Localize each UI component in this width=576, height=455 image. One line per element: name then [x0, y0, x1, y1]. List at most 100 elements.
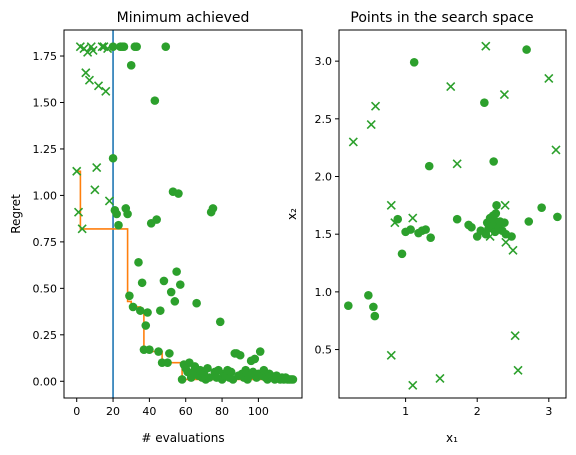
scatter-cross	[90, 185, 100, 195]
scatter-dot	[522, 45, 531, 54]
scatter-dot	[163, 358, 172, 367]
scatter-dot	[208, 204, 218, 213]
y-tick-label: 1.0	[315, 286, 333, 299]
scatter-dot	[250, 354, 260, 364]
scatter-cross	[73, 207, 84, 217]
scatter-dot	[409, 58, 419, 67]
x-tick-label: 3	[545, 405, 552, 418]
scatter-cross	[101, 86, 111, 96]
scatter-dot	[369, 302, 378, 312]
y-tick-label: 2.0	[315, 171, 333, 184]
scatter-dot	[172, 267, 181, 276]
x-tick-label: 1	[402, 405, 409, 418]
scatter-cross	[508, 245, 518, 255]
scatter-cross	[481, 41, 491, 51]
scatter-dot	[134, 258, 143, 267]
scatter-dot	[500, 218, 509, 227]
scatter-dot	[112, 209, 121, 219]
scatter-cross	[93, 81, 104, 91]
scatter-dot	[174, 189, 183, 198]
scatter-dot	[108, 153, 118, 163]
scatter-dot	[123, 209, 132, 219]
x-tick-label: 0	[73, 405, 80, 418]
scatter-dot	[489, 157, 498, 166]
scatter-dot	[492, 201, 501, 210]
scatter-dot	[166, 287, 176, 297]
x-tick-label: 60	[179, 405, 193, 418]
chart-title: Minimum achieved	[117, 10, 250, 26]
scatter-cross	[92, 162, 102, 173]
scatter-dot	[205, 373, 214, 382]
scatter-cross	[408, 380, 418, 390]
scatter-dot	[406, 225, 415, 234]
plot-frame	[63, 29, 303, 399]
scatter-dot	[175, 280, 185, 289]
y-tick-label: 3.0	[315, 55, 333, 68]
scatter-dot	[161, 42, 171, 52]
scatter-dot	[226, 367, 236, 377]
scatter-cross	[366, 120, 376, 130]
scatter-dot	[141, 321, 151, 330]
scatter-dot	[192, 298, 201, 308]
scatter-dot	[170, 297, 180, 306]
y-tick-label: 1.50	[33, 96, 58, 109]
chart-title: Points in the search space	[350, 10, 533, 26]
scatter-dot	[370, 311, 380, 321]
scatter-cross	[84, 75, 95, 85]
scatter-dot	[421, 225, 430, 234]
y-tick-label: 0.25	[33, 329, 58, 342]
x-tick-label: 100	[248, 405, 269, 418]
scatter-cross	[77, 224, 87, 234]
y-tick-label: 1.25	[33, 143, 58, 156]
scatter-cross	[544, 73, 554, 84]
scatter-dot	[177, 375, 187, 384]
scatter-dot	[136, 306, 145, 315]
scatter-cross	[435, 373, 445, 383]
x-tick-label: 20	[106, 405, 120, 418]
scatter-cross	[97, 42, 107, 52]
scatter-dot	[145, 345, 154, 354]
scatter-dot	[467, 222, 476, 232]
scatter-dot	[288, 375, 298, 384]
chart-search-space: Points in the search space x₁ x₂ 1 2 30.51…	[285, 10, 567, 445]
scatter-cross	[452, 159, 462, 169]
scatter-dot	[114, 220, 123, 230]
y-tick-label: 0.75	[33, 236, 58, 249]
scatter-cross	[551, 145, 561, 155]
scatter-cross	[446, 81, 456, 92]
plot-area: 1 2 3 0.5 1.0 1.5 2.0 2.5 3.0	[315, 29, 567, 418]
scatter-dot	[203, 363, 212, 373]
scatter-cross	[104, 196, 114, 206]
y-tick-label: 0.5	[315, 344, 333, 357]
scatter-dot	[452, 214, 462, 224]
y-tick-label: 0.50	[33, 282, 58, 295]
scatter-dot	[152, 215, 161, 224]
x-tick-label: 80	[215, 405, 229, 418]
scatter-dot	[159, 276, 169, 286]
scatter-dot	[537, 203, 546, 212]
scatter-dot	[524, 217, 534, 226]
scatter-cross	[81, 68, 91, 78]
scatter-dot	[155, 306, 165, 315]
scatter-cross	[348, 137, 358, 147]
scatter-cross	[513, 365, 523, 375]
scatter-dot	[235, 350, 245, 360]
scatter-dot	[165, 349, 174, 358]
scatter-dot	[491, 209, 501, 218]
scatter-dot	[119, 42, 129, 52]
scatter-dot	[364, 291, 373, 300]
plot-frame	[338, 29, 567, 399]
x-axis-label: # evaluations	[141, 431, 224, 445]
scatter-dot	[344, 301, 353, 311]
scatter-cross	[390, 218, 400, 228]
scatter-dot	[143, 308, 152, 317]
scatter-cross	[103, 44, 113, 54]
scatter-dot	[480, 98, 489, 107]
y-tick-label: 2.5	[315, 113, 333, 126]
scatter-cross	[370, 101, 381, 111]
scatter-dot	[128, 302, 138, 312]
scatter-cross	[499, 90, 509, 100]
scatter-cross	[83, 47, 93, 57]
scatter-cross	[500, 200, 510, 210]
